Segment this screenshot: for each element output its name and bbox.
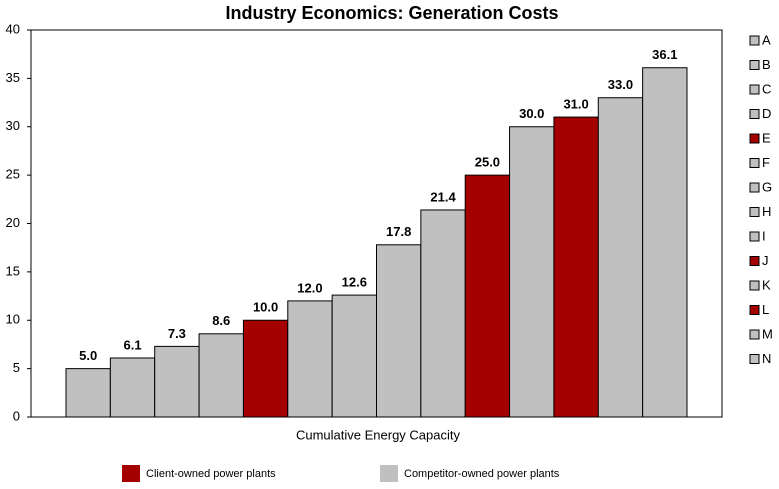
legend-swatch	[749, 35, 760, 46]
legend-label: D	[762, 106, 771, 121]
value-label: 30.0	[519, 106, 544, 121]
group-legend-swatch	[380, 465, 398, 482]
legend-swatch	[749, 280, 760, 291]
legend-swatch	[749, 133, 760, 144]
y-tick-label: 20	[6, 215, 20, 230]
bar	[376, 244, 422, 418]
value-label: 10.0	[253, 300, 278, 315]
value-label: 6.1	[123, 337, 141, 352]
legend-swatch	[749, 60, 760, 70]
group-legend-label: Competitor-owned power plants	[404, 468, 560, 480]
y-tick-label: 35	[6, 70, 20, 85]
legend-swatch	[749, 158, 760, 168]
value-label: 31.0	[563, 97, 588, 112]
legend-swatch	[749, 354, 760, 364]
value-label: 21.4	[430, 189, 456, 204]
y-tick-label: 25	[6, 167, 20, 182]
legend-swatch	[749, 231, 760, 242]
group-legend-swatch	[122, 465, 140, 482]
legend-label: C	[762, 81, 771, 96]
legend-label: K	[762, 277, 771, 292]
value-label: 12.6	[342, 275, 367, 290]
chart-title: Industry Economics: Generation Costs	[225, 3, 558, 23]
value-label: 12.0	[297, 280, 322, 295]
legend-label: L	[762, 302, 769, 317]
value-label: 8.6	[212, 313, 230, 328]
legend-swatch	[749, 256, 760, 266]
legend-label: J	[762, 253, 769, 268]
bar	[597, 97, 644, 418]
y-tick-label: 0	[13, 408, 20, 423]
bar	[109, 357, 156, 418]
bar	[509, 126, 555, 418]
legend-label: F	[762, 155, 770, 170]
legend-swatch	[749, 305, 760, 315]
group-legend-label: Client-owned power plants	[146, 468, 276, 480]
legend-swatch	[749, 182, 760, 193]
legend-swatch	[749, 329, 760, 340]
bar	[420, 209, 466, 418]
bar	[642, 67, 688, 418]
legend-label: A	[762, 32, 771, 47]
bar	[154, 345, 200, 418]
value-label: 25.0	[475, 155, 500, 170]
legend-label: B	[762, 57, 771, 72]
value-label: 36.1	[652, 47, 677, 62]
bar	[464, 174, 511, 418]
legend-swatch	[749, 109, 760, 119]
legend-swatch	[749, 84, 760, 95]
x-axis-label: Cumulative Energy Capacity	[296, 427, 461, 442]
legend-label: G	[762, 179, 772, 194]
legend-label: I	[762, 228, 766, 243]
legend-swatch	[749, 207, 760, 217]
bar	[553, 116, 599, 418]
y-tick-label: 40	[6, 21, 20, 36]
bar	[198, 333, 244, 418]
value-label: 7.3	[168, 326, 186, 341]
value-label: 5.0	[79, 348, 97, 363]
bar	[287, 300, 333, 418]
value-label: 17.8	[386, 224, 411, 239]
y-tick-label: 30	[6, 118, 20, 133]
y-tick-label: 10	[6, 312, 20, 327]
legend-label: H	[762, 204, 771, 219]
legend-label: N	[762, 351, 771, 366]
bar	[331, 294, 377, 418]
bar	[242, 319, 289, 418]
y-tick-label: 5	[13, 360, 20, 375]
legend-label: M	[762, 326, 773, 341]
legend-label: E	[762, 130, 771, 145]
bar	[65, 368, 111, 418]
value-label: 33.0	[608, 77, 633, 92]
y-tick-label: 15	[6, 263, 20, 278]
